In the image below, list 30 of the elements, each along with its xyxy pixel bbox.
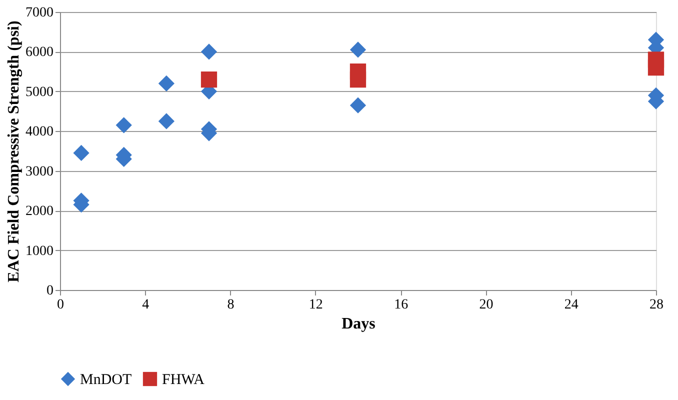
- y-tick-label: 4000: [26, 124, 54, 140]
- y-tick-label: 2000: [26, 204, 54, 220]
- legend-label: MnDOT: [80, 372, 132, 388]
- x-tick-label: 4: [142, 298, 150, 312]
- point: [350, 71, 366, 88]
- y-tick-label: 7000: [26, 6, 54, 20]
- point: [158, 75, 174, 92]
- x-tick-label: 12: [308, 298, 323, 312]
- point: [158, 113, 174, 130]
- point: [350, 97, 366, 114]
- x-tick-label: 8: [227, 298, 234, 312]
- point: [116, 117, 132, 134]
- x-axis-title: Days: [342, 316, 376, 332]
- x-tick-label: 24: [564, 298, 578, 312]
- x-tick-label: 20: [479, 298, 494, 312]
- y-tick-label: 6000: [26, 45, 54, 60]
- x-tick-label: 28: [650, 298, 664, 312]
- y-tick-label: 0: [46, 284, 54, 298]
- point: [648, 60, 664, 76]
- x-tick-label: 0: [57, 298, 64, 312]
- point: [200, 44, 218, 60]
- y-tick-label: 3000: [26, 164, 54, 180]
- point: [350, 42, 366, 58]
- point: [200, 71, 218, 88]
- y-tick-label: 1000: [26, 244, 54, 259]
- legend-label: FHWA: [162, 372, 205, 388]
- x-tick-label: 16: [394, 298, 408, 312]
- y-axis-title: EAC Field Compressive Strength (psi): [6, 20, 22, 282]
- y-tick-label: 5000: [26, 84, 54, 100]
- point: [73, 144, 90, 162]
